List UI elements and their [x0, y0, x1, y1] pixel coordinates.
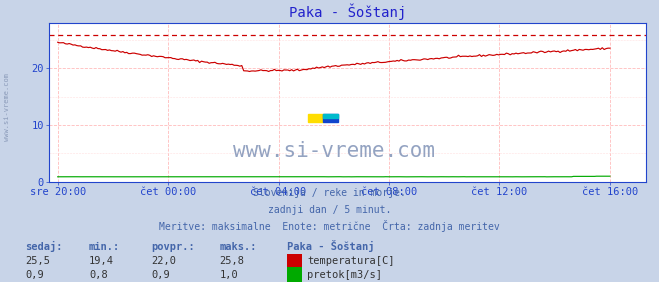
- Text: 25,8: 25,8: [219, 256, 244, 266]
- Text: Paka - Šoštanj: Paka - Šoštanj: [287, 240, 375, 252]
- Text: www.si-vreme.com: www.si-vreme.com: [3, 73, 10, 141]
- Text: www.si-vreme.com: www.si-vreme.com: [233, 141, 435, 160]
- Text: 19,4: 19,4: [89, 256, 114, 266]
- Text: min.:: min.:: [89, 242, 120, 252]
- Text: Slovenija / reke in morje.: Slovenija / reke in morje.: [253, 188, 406, 198]
- Text: temperatura[C]: temperatura[C]: [307, 256, 395, 266]
- Text: sedaj:: sedaj:: [25, 241, 63, 252]
- Text: zadnji dan / 5 minut.: zadnji dan / 5 minut.: [268, 205, 391, 215]
- Text: 25,5: 25,5: [25, 256, 50, 266]
- Text: pretok[m3/s]: pretok[m3/s]: [307, 270, 382, 280]
- Text: 0,9: 0,9: [152, 270, 170, 280]
- Text: Meritve: maksimalne  Enote: metrične  Črta: zadnja meritev: Meritve: maksimalne Enote: metrične Črta…: [159, 220, 500, 232]
- Title: Paka - Šoštanj: Paka - Šoštanj: [289, 3, 406, 20]
- Text: 0,8: 0,8: [89, 270, 107, 280]
- Text: povpr.:: povpr.:: [152, 242, 195, 252]
- Text: maks.:: maks.:: [219, 242, 257, 252]
- Bar: [308, 114, 323, 122]
- Text: 22,0: 22,0: [152, 256, 177, 266]
- Text: 1,0: 1,0: [219, 270, 238, 280]
- Text: 0,9: 0,9: [25, 270, 43, 280]
- Bar: [323, 114, 338, 118]
- Bar: [323, 114, 338, 122]
